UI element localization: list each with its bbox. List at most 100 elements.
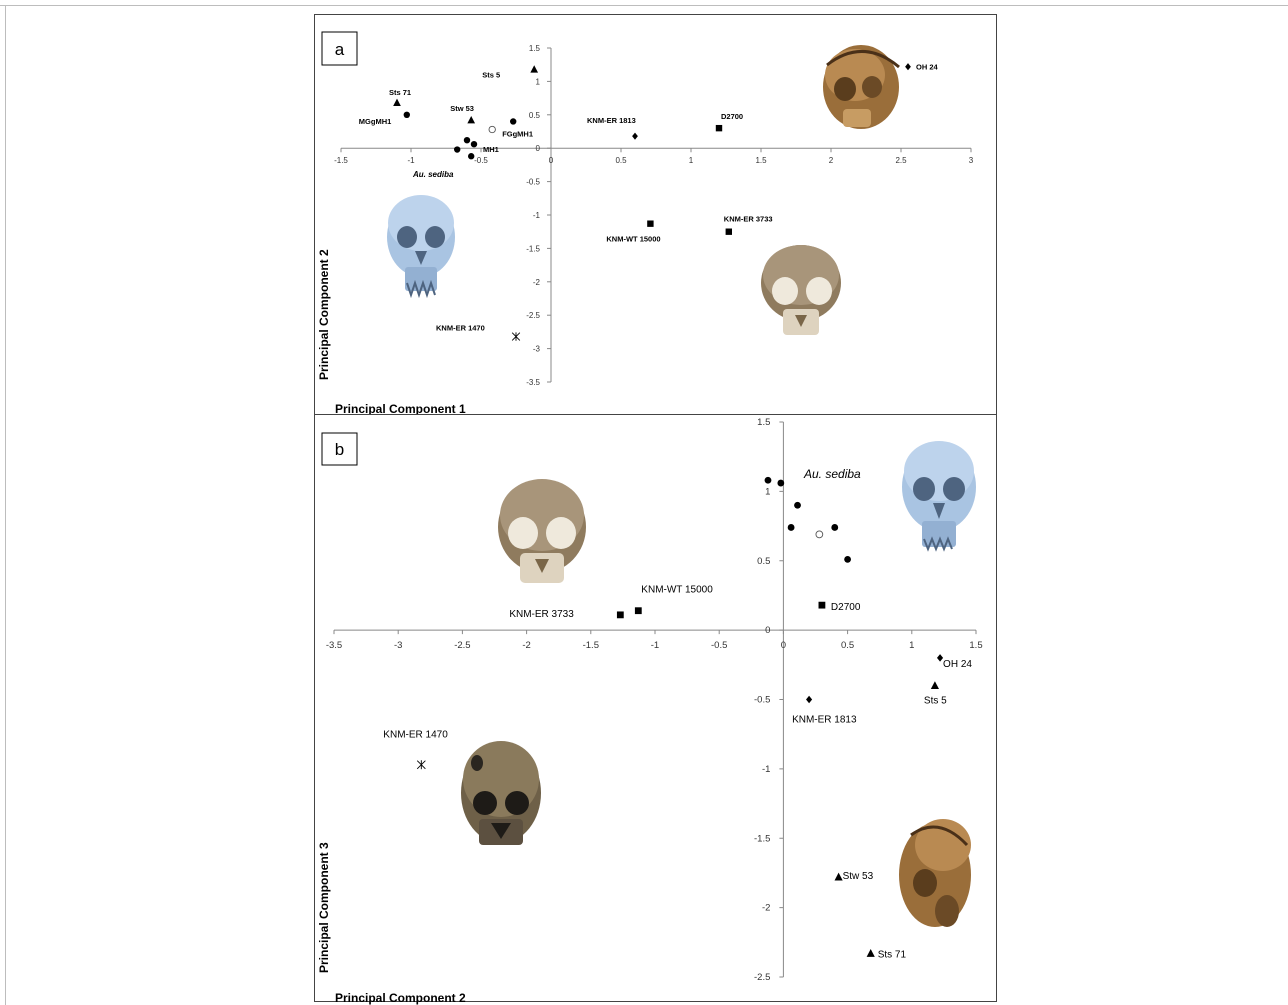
point-d2700-marker — [715, 124, 723, 132]
point-fggmh1-label: FGgMH1 — [502, 129, 533, 138]
panel-label-box — [321, 432, 358, 466]
tick-labels: -3.5 -3 -2.5 -2 -1.5 -1 -0.5 0 0.5 1 1.5 1.5 1 0.5 0 -0… — [326, 417, 983, 983]
x-tick-label: -1.5 — [583, 640, 599, 651]
y-tick-label: -2 — [762, 903, 770, 914]
skull-image-er3733 — [761, 245, 841, 335]
data-points — [393, 63, 911, 341]
point-knm-er-3733-label: KNM-ER 3733 — [509, 609, 574, 620]
y-tick-label: 0.5 — [529, 111, 541, 120]
point-7-marker — [844, 555, 851, 563]
y-tick-label: -3 — [533, 345, 541, 354]
point-sts-71-marker — [393, 98, 401, 106]
skull-image-sediba — [902, 441, 976, 552]
x-tick-label: 0.5 — [841, 640, 854, 651]
annotation-au-sediba: Au. sediba — [412, 170, 454, 179]
x-tick-label: -0.5 — [474, 156, 488, 165]
point-knm-er-1470-marker — [511, 332, 521, 341]
point-4-marker — [787, 524, 795, 531]
point-8-marker — [470, 140, 478, 148]
y-tick-label: 1 — [765, 486, 770, 497]
x-tick-label: 1.5 — [755, 156, 767, 165]
point-9-marker — [454, 146, 461, 153]
panel-a: a -1.5 -1 -0.5 0 0.5 1 1.5 2 2.5 3 1.5 1 0.5 0 -0.5 -1-… — [314, 14, 997, 416]
point-oh-24-label: OH 24 — [943, 659, 972, 670]
scatter-plot-a: a -1.5 -1 -0.5 0 0.5 1 1.5 2 2.5 31.510.50-0.5-1-… — [317, 31, 974, 416]
point-sts-71-label: Sts 71 — [389, 88, 411, 97]
point-knm-er-3733-label: KNM-ER 3733 — [724, 215, 773, 224]
x-tick-label: 0 — [781, 640, 786, 651]
skull-image-sts71 — [899, 819, 971, 927]
y-tick-label: 0 — [536, 144, 541, 153]
x-tick-label: -1 — [651, 640, 659, 651]
point-2-marker — [777, 479, 785, 487]
point-oh-24-label: OH 24 — [916, 63, 939, 72]
point-mggmh1-label: MGgMH1 — [359, 117, 392, 126]
x-tick-label: 1 — [689, 156, 694, 165]
x-tick-label: -3 — [394, 640, 402, 651]
point-3-marker — [794, 501, 801, 509]
point-6-marker — [510, 118, 517, 125]
point-knm-er-3733-marker — [616, 611, 624, 619]
y-axis-title: Principal Component 2 — [317, 249, 331, 380]
panel-label: a — [335, 40, 345, 59]
point-stw-53-marker — [467, 115, 476, 124]
x-tick-label: 2.5 — [895, 156, 907, 165]
panel-label-box — [321, 31, 358, 66]
point-mggmh1-marker — [403, 111, 410, 119]
y-tick-label: -2 — [533, 278, 541, 287]
x-tick-label: -2 — [522, 640, 530, 651]
point-sts-5-marker — [930, 681, 939, 690]
point-sts-71-label: Sts 71 — [878, 949, 907, 960]
axes — [333, 421, 977, 978]
panel-label: b — [335, 440, 344, 459]
point-knm-wt-15000-label: KNM-WT 15000 — [606, 235, 660, 244]
point-10-marker — [468, 153, 475, 160]
y-tick-label: -2.5 — [526, 311, 540, 320]
y-tick-label: 1.5 — [529, 44, 541, 53]
y-tick-label: -3.5 — [526, 378, 540, 387]
x-axis-title: Principal Component 1 — [335, 402, 466, 416]
skull-image-sediba — [387, 195, 455, 299]
x-tick-label: 1.5 — [969, 640, 982, 651]
y-tick-label: -1 — [762, 764, 770, 775]
page-frame-top — [0, 5, 1288, 6]
point-oh-24-marker — [936, 654, 944, 662]
point-sts-5-label: Sts 5 — [482, 70, 500, 79]
tick-labels: -1.5 -1 -0.5 0 0.5 1 1.5 2 2.5 3 1.5 1 0.5 0 -0.5 -1 -1.… — [334, 44, 974, 387]
point-stw-53-label: Stw 53 — [450, 104, 474, 113]
point-d2700-label: D2700 — [831, 602, 861, 613]
y-tick-label: 0.5 — [757, 556, 770, 567]
scatter-plot-b: b -3.5 -3 -2.5 -2 -1.5 -1 -0.5 0 0.5 1 1.5 1.5 1 0.5 0… — [317, 417, 983, 1005]
x-tick-label: -2.5 — [454, 640, 470, 651]
y-tick-label: -0.5 — [526, 178, 540, 187]
x-tick-label: 2 — [829, 156, 834, 165]
x-axis-title: Principal Component 2 — [335, 991, 466, 1005]
y-tick-label: -2.5 — [754, 972, 770, 983]
panel-b: b -3.5 -3 -2.5 -2 -1.5 -1 -0.5 0 0.5 1 1.5 1.5 1 0.5 0… — [314, 414, 997, 1005]
point-oh-24-marker — [905, 63, 911, 71]
y-tick-label: 0 — [765, 625, 770, 636]
y-tick-label: -1.5 — [754, 833, 770, 844]
y-tick-label: -1 — [533, 211, 541, 220]
x-tick-label: 3 — [969, 156, 974, 165]
point-d2700-marker — [818, 601, 826, 609]
point-labels: D2700 KNM-WT 15000 KNM-ER 3733 OH 24 Sts 5 KN… — [383, 585, 972, 961]
axes — [340, 47, 972, 383]
point-6-marker — [815, 530, 824, 539]
x-tick-label: -1.5 — [334, 156, 348, 165]
point-sts-71-marker — [866, 948, 875, 957]
data-points — [416, 476, 944, 957]
point-stw-53-label: Stw 53 — [843, 871, 874, 882]
point-knm-wt-15000-marker — [647, 220, 654, 227]
page-frame-left — [5, 5, 6, 1005]
point-d2700-label: D2700 — [721, 112, 743, 121]
point-knm-er-1470-marker — [416, 760, 426, 770]
point-mh1-label: MH1 — [483, 145, 499, 154]
x-tick-label: -1 — [407, 156, 415, 165]
point-stw-53-marker — [834, 872, 843, 881]
skull-image-er3733 — [498, 479, 586, 583]
annotation-au-sediba: Au. sediba — [803, 467, 861, 481]
point-knm-wt-15000-label: KNM-WT 15000 — [641, 585, 713, 596]
y-tick-label: 1.5 — [757, 417, 770, 428]
